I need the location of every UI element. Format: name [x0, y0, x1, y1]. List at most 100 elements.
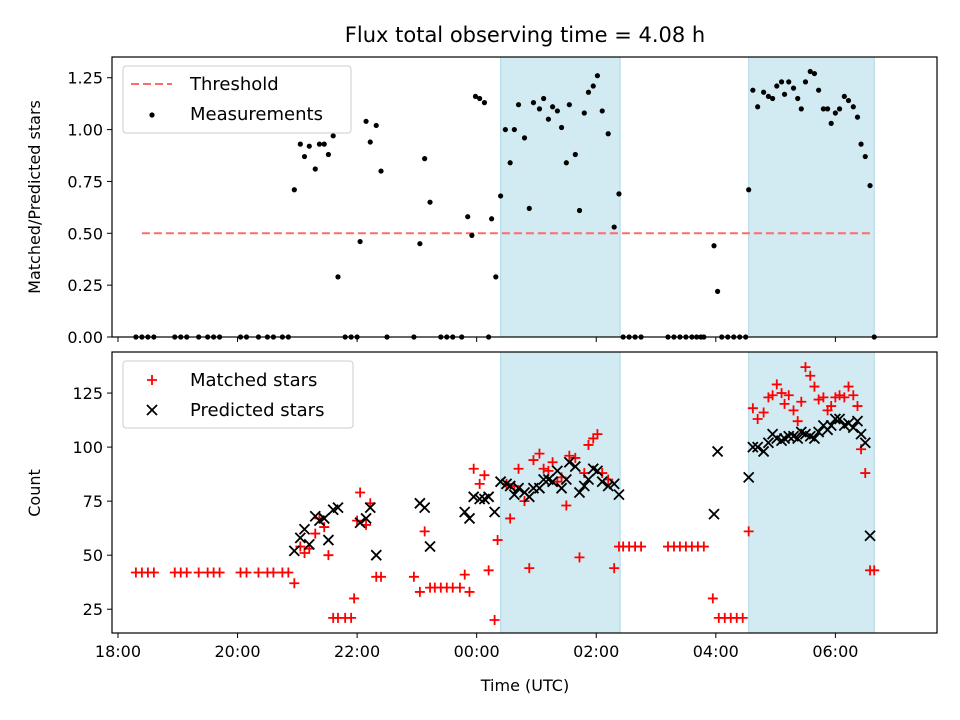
bottom-ytick-label: 75 — [83, 492, 103, 511]
predicted-star-point — [318, 512, 330, 525]
predicted-star-point — [608, 478, 620, 490]
matched-star-point — [319, 522, 330, 533]
matched-star-point — [376, 571, 387, 582]
bottom-legend: Matched stars Predicted stars — [122, 360, 354, 429]
bottom-xtick-label: 04:00 — [693, 642, 739, 661]
measurement-point — [469, 232, 475, 238]
top-ytick-label: 1.25 — [67, 69, 103, 88]
predicted-star-point — [563, 456, 575, 468]
measurement-point — [576, 207, 583, 214]
measurement-point — [422, 156, 428, 162]
predicted-star-point — [504, 480, 516, 492]
predicted-star-point — [812, 426, 825, 438]
measurement-point — [427, 199, 433, 205]
matched-star-point — [492, 535, 503, 546]
matched-star-point — [505, 513, 516, 524]
top-legend: Threshold Measurements — [122, 65, 352, 134]
measurement-point — [616, 191, 622, 197]
measurement-point — [845, 97, 852, 104]
predicted-star-point — [294, 532, 306, 544]
x-axis-label: Time (UTC) — [480, 676, 569, 695]
predicted-star-point — [332, 501, 344, 514]
matched-star-point — [743, 526, 754, 537]
predicted-star-point — [569, 460, 581, 473]
measurement-point — [769, 95, 776, 102]
matched-star-point — [843, 381, 854, 392]
matched-star-point — [783, 390, 794, 401]
chart-title: Flux total observing time = 4.08 h — [345, 23, 705, 47]
predicted-star-point — [864, 530, 876, 542]
predicted-star-point — [560, 473, 572, 486]
measurement-point — [841, 93, 847, 100]
predicted-star-point — [298, 523, 311, 535]
predicted-star-point — [859, 437, 871, 449]
predicted-star-point — [512, 482, 525, 494]
bottom-xtick-label: 22:00 — [334, 642, 380, 661]
measurement-point — [798, 106, 804, 112]
measurement-point — [549, 104, 556, 110]
predicted-star-point — [537, 473, 550, 486]
matched-star-point — [241, 567, 252, 578]
measurement-point — [786, 79, 792, 85]
matched-star-point — [474, 478, 485, 489]
measurement-point — [526, 205, 532, 212]
matched-star-point — [268, 567, 279, 578]
top-panel: 0.00 0.25 0.50 0.75 1.00 1.25 Threshold Measure… — [67, 56, 938, 347]
measurement-point — [820, 106, 827, 112]
bottom-xtick-label: 00:00 — [454, 642, 500, 661]
matched-star-point — [800, 362, 811, 373]
bottom-ytick-label: 50 — [83, 546, 103, 565]
bottom-ytick-label: 25 — [83, 600, 103, 619]
matched-star-point — [547, 457, 558, 468]
measurement-point — [465, 214, 471, 220]
matched-star-point — [788, 405, 799, 416]
measurement-point — [481, 100, 488, 106]
top-shaded-interval — [500, 56, 621, 338]
predicted-star-point — [488, 506, 501, 518]
measurement-point — [761, 89, 767, 95]
bottom-panel: 25 50 75 100 125 18:00 20:00 22:00 00:00 02:00 04:… — [72, 351, 938, 661]
measurement-point — [566, 102, 572, 108]
predicted-star-point — [752, 441, 764, 453]
matched-star-point — [636, 541, 647, 552]
measurement-point — [554, 108, 560, 114]
measurement-point — [781, 91, 788, 97]
matched-star-point — [181, 567, 192, 578]
predicted-star-point — [419, 501, 431, 514]
measurement-point — [774, 83, 780, 89]
predicted-star-point — [573, 486, 586, 499]
predicted-star-point — [482, 491, 495, 503]
measurement-point — [477, 95, 483, 102]
legend-measurements-swatch — [149, 112, 155, 118]
predicted-star-point — [847, 422, 859, 434]
measurement-point — [507, 160, 513, 166]
matched-star-point — [758, 407, 769, 418]
matched-star-point — [839, 392, 850, 403]
predicted-star-point — [855, 428, 867, 440]
bottom-ytick-label: 125 — [72, 384, 103, 403]
matched-star-point — [583, 439, 594, 450]
predicted-star-point — [288, 545, 300, 557]
measurement-point — [367, 139, 373, 145]
measurement-point — [854, 114, 861, 120]
measurement-point — [316, 141, 323, 147]
matched-star-point — [779, 398, 790, 409]
measurement-point — [497, 193, 504, 199]
predicted-star-point — [708, 508, 720, 520]
bottom-xtick-label: 18:00 — [95, 642, 141, 661]
measurement-point — [306, 143, 312, 149]
predicted-star-point — [354, 517, 366, 529]
measurement-point — [330, 133, 336, 139]
legend-predicted-swatch — [146, 404, 158, 416]
matched-star-point — [869, 565, 880, 576]
top-legend-box — [122, 65, 352, 134]
measurement-point — [558, 124, 565, 131]
matched-star-point — [538, 463, 549, 474]
measurement-point — [291, 187, 297, 193]
measurement-point — [836, 106, 843, 112]
matched-star-point — [483, 565, 494, 576]
matched-star-point — [592, 429, 603, 440]
measurement-point — [502, 126, 508, 133]
measurement-point — [802, 79, 809, 85]
matched-star-point — [852, 401, 863, 412]
